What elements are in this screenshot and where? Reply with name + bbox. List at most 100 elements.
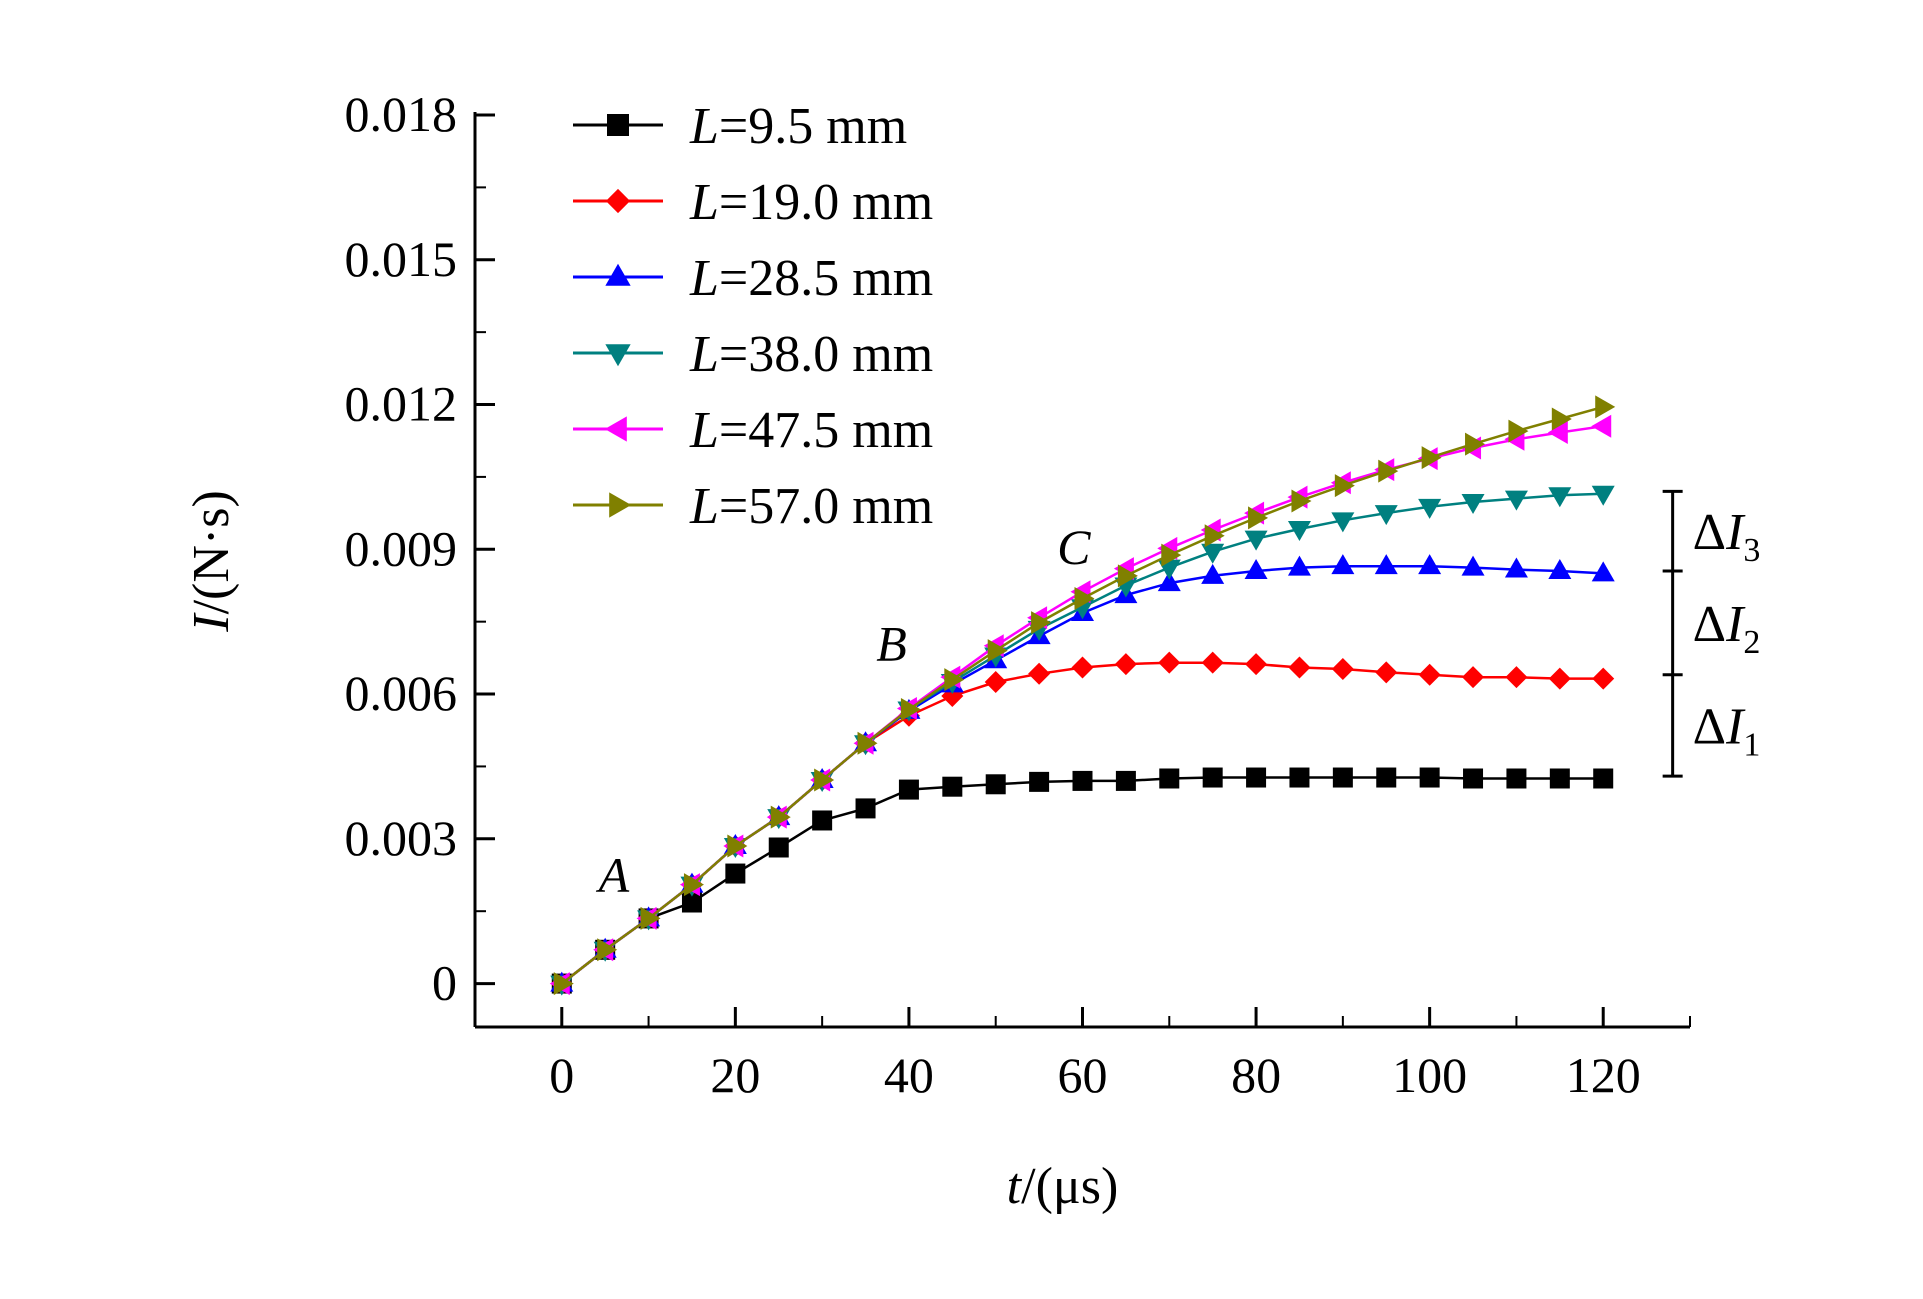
y-tick-label: 0.012 [345,376,458,432]
delta-bracket: ΔI1 ΔI2 ΔI3 [1662,489,1761,778]
x-axis: 0 20 40 60 80 100 120 [474,1007,1691,1103]
delta-label: ΔI3 [1693,504,1761,569]
data-point [1331,512,1355,533]
data-point [944,668,965,692]
data-point [1159,768,1180,789]
data-point [1591,414,1612,438]
data-point [1331,657,1354,680]
x-tick-label: 60 [1058,1047,1108,1103]
annotation-label: A [596,847,630,903]
y-tick-label: 0.015 [345,231,458,287]
data-point [855,798,876,819]
legend-item: L=28.5 mm [573,250,933,307]
x-axis-label: t/(μs) [1007,1158,1119,1215]
data-point [987,639,1008,663]
data-point [1161,543,1182,567]
y-axis-label: I/(N·s) [183,490,240,633]
data-point [1334,474,1355,498]
y-axis: 0 0.003 0.006 0.009 0.012 0.015 0.018 [345,86,495,1027]
data-point [1461,493,1485,514]
y-tick-label: 0.003 [345,810,458,866]
data-point [1418,554,1442,575]
data-point [1462,666,1485,689]
data-point [1332,767,1353,788]
legend-item: L=38.0 mm [573,326,933,383]
annotation-label: C [1057,519,1091,575]
series-0 [551,767,1614,994]
data-point [1421,446,1442,470]
data-point [1419,767,1440,788]
data-point [1551,407,1572,431]
y-tick-label: 0.006 [345,665,458,721]
series-layer [549,395,1616,996]
annotations: A B C [596,519,1092,903]
data-point [1201,563,1225,584]
data-point [1547,421,1568,445]
data-point [812,810,833,831]
data-point [1071,656,1094,679]
data-point [1418,663,1441,686]
data-point [640,906,661,930]
data-point [770,805,791,829]
legend-label: L=47.5 mm [689,402,933,459]
legend-label: L=28.5 mm [689,250,933,307]
data-point [1244,559,1268,579]
data-point [985,774,1006,795]
data-point [1201,651,1224,674]
data-point [1289,767,1310,788]
data-point [1246,767,1267,788]
data-point [1548,487,1572,508]
data-point [1114,653,1137,676]
data-point [1506,768,1527,789]
data-point [1549,768,1570,789]
data-point [725,863,746,884]
data-point [1201,543,1225,564]
data-point [1029,771,1050,792]
data-point [1508,419,1529,443]
y-tick-label: 0 [432,955,457,1011]
x-tick-label: 0 [549,1047,574,1103]
data-point [1378,459,1399,483]
data-point [1593,768,1614,789]
data-point [1374,554,1398,575]
data-point [1074,587,1095,611]
data-point [1376,767,1397,788]
legend: L=9.5 mm L=19.0 mm L=28.5 mm L=38.0 mm L=47.… [573,98,933,535]
data-point [1204,524,1225,548]
data-point [605,263,631,286]
data-point [1465,432,1486,456]
y-tick-label: 0.018 [345,86,458,142]
data-point [604,416,627,442]
data-point [683,873,704,897]
data-point [1591,485,1615,506]
series-line [561,661,1604,985]
data-point [1287,521,1311,542]
data-point [1157,571,1181,592]
x-tick-label: 120 [1566,1047,1641,1103]
data-point [898,779,919,800]
data-point [1591,561,1615,582]
data-point [1031,611,1052,635]
data-point [553,972,574,996]
data-point [607,114,629,136]
data-point [1244,530,1268,551]
data-point [1288,656,1311,679]
legend-label: L=19.0 mm [689,174,933,231]
data-point [1461,555,1485,576]
data-point [609,492,632,518]
data-point [1504,557,1528,578]
data-point [1117,564,1138,588]
data-point [681,892,702,913]
x-tick-label: 20 [710,1047,760,1103]
data-point [814,768,835,792]
data-point [727,834,748,858]
legend-label: L=38.0 mm [689,326,933,383]
annotation-label: B [876,615,907,671]
legend-label: L=9.5 mm [689,98,907,155]
series-1 [550,651,1615,995]
data-point [857,731,878,755]
data-point [1115,770,1136,791]
data-point [1375,661,1398,684]
legend-item: L=47.5 mm [573,402,933,459]
